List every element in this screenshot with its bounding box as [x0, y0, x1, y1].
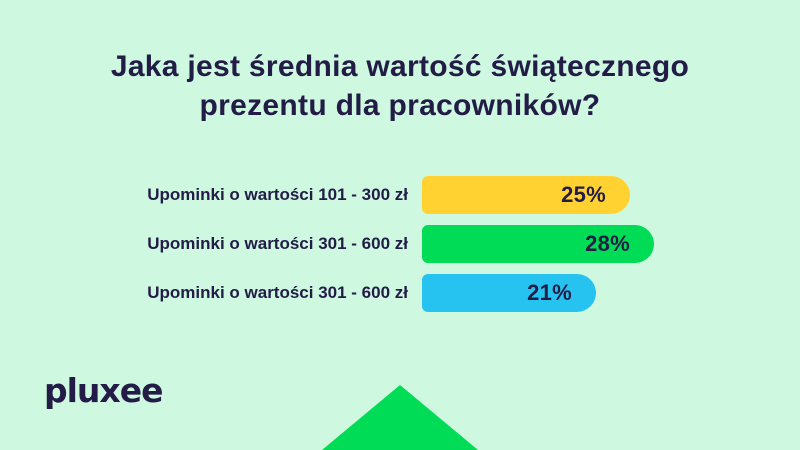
bar-chart: Upominki o wartości 101 - 300 zł 25% Upo…	[0, 176, 800, 323]
bar-value-label: 21%	[527, 280, 572, 305]
bar-row: Upominki o wartości 101 - 300 zł 25%	[0, 176, 800, 214]
bar-category-label: Upominki o wartości 101 - 300 zł	[147, 185, 408, 204]
bar: 28%	[422, 225, 654, 263]
page-title: Jaka jest średnia wartość świątecznego p…	[0, 47, 800, 125]
bar-row: Upominki o wartości 301 - 600 zł 21%	[0, 274, 800, 312]
bar: 25%	[422, 176, 630, 214]
pluxee-logo: pluxee	[44, 371, 163, 410]
bar-value-label: 25%	[561, 182, 606, 207]
bar-category-label: Upominki o wartości 301 - 600 zł	[147, 283, 408, 302]
up-arrow-shape	[322, 385, 478, 450]
page-title-line2: prezentu dla pracowników?	[199, 89, 601, 122]
bar: 21%	[422, 274, 596, 312]
page-title-line1: Jaka jest średnia wartość świątecznego	[110, 50, 690, 83]
bar-value-label: 28%	[585, 231, 630, 256]
bar-row: Upominki o wartości 301 - 600 zł 28%	[0, 225, 800, 263]
bar-category-label: Upominki o wartości 301 - 600 zł	[147, 234, 408, 253]
